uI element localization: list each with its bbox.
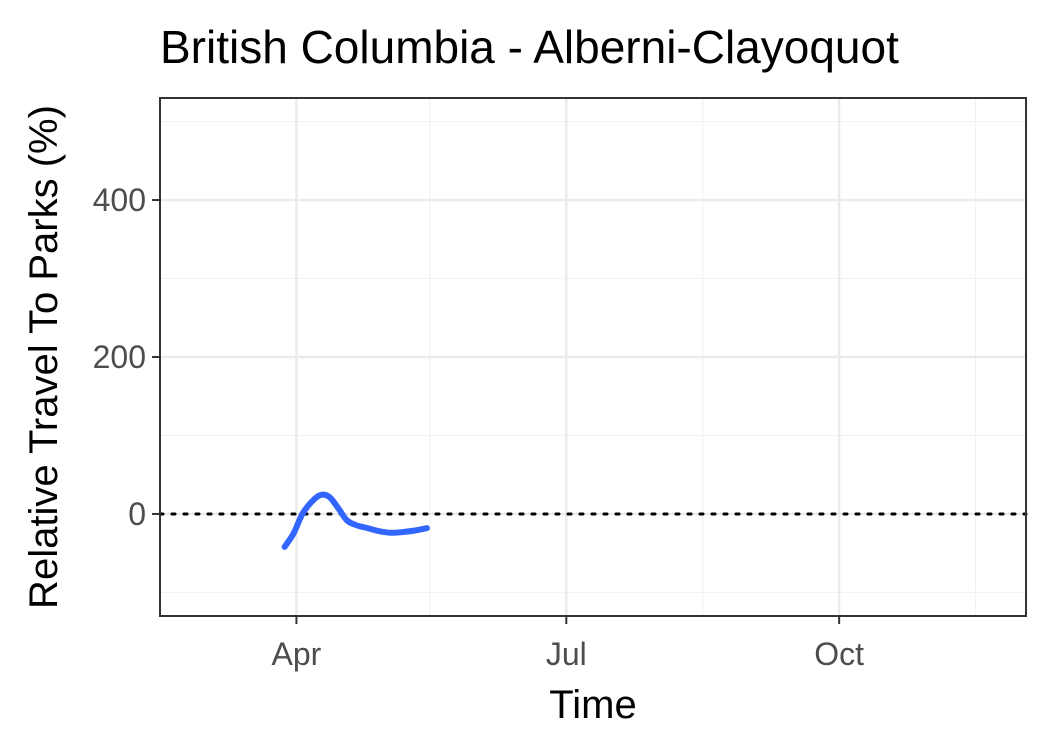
x-axis: Apr Jul Oct	[272, 616, 864, 672]
x-tick-label: Oct	[814, 636, 864, 672]
y-tick-label: 200	[93, 339, 146, 375]
y-axis-title: Relative Travel To Parks (%)	[22, 105, 66, 609]
x-tick-label: Jul	[546, 636, 587, 672]
plot-panel	[158, 97, 1028, 617]
series-layer	[281, 491, 430, 550]
y-tick-label: 0	[128, 496, 146, 532]
y-tick-label: 400	[93, 182, 146, 218]
x-tick-label: Apr	[272, 636, 322, 672]
y-axis: 0 200 400	[93, 182, 160, 532]
series-line	[281, 491, 430, 550]
chart-title: British Columbia - Alberni-Clayoquot	[160, 21, 899, 73]
x-axis-title: Time	[549, 683, 636, 727]
